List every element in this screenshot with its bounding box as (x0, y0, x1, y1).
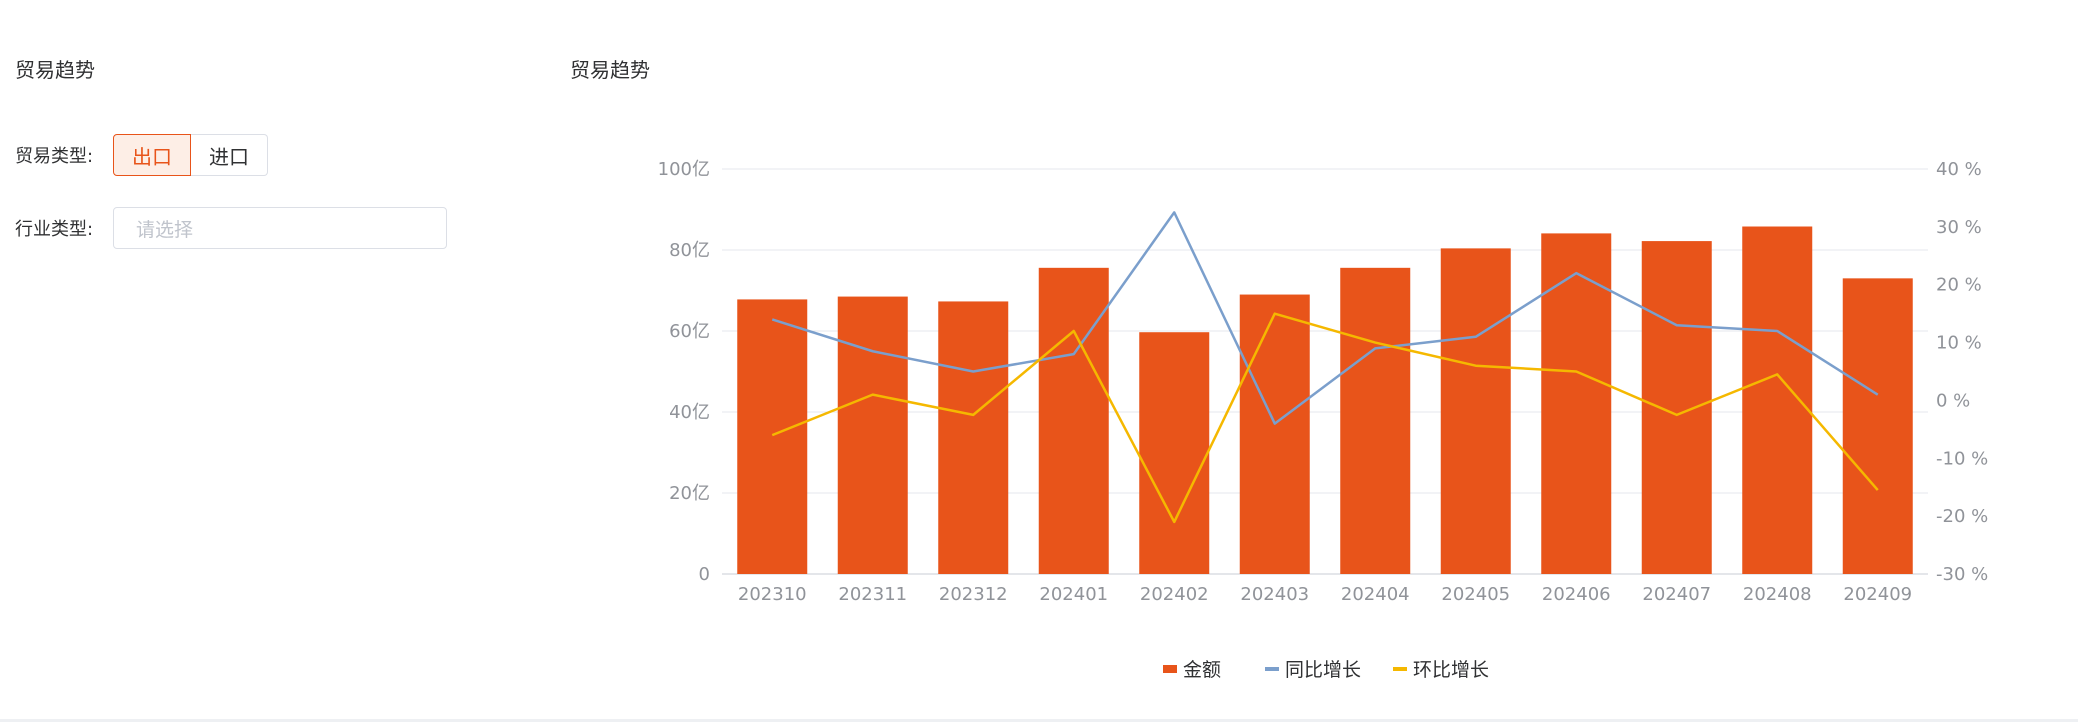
industry-filter: 行业类型: 请选择 (15, 207, 447, 249)
x-tick-label: 202406 (1542, 584, 1611, 605)
export-button[interactable]: 出口 (113, 134, 191, 176)
y-right-tick-label: -20 % (1936, 506, 1988, 527)
y-right-tick-label: 10 % (1936, 333, 1982, 354)
legend-label: 环比增长 (1413, 659, 1489, 681)
trade-type-label: 贸易类型: (15, 146, 94, 167)
bar-amount-202409 (1842, 278, 1913, 574)
bar-amount-202312 (938, 301, 1009, 574)
bar-amount-202406 (1541, 233, 1612, 574)
x-tick-label: 202403 (1240, 584, 1309, 605)
y-right-tick-label: -30 % (1936, 564, 1988, 585)
bar-amount-202310 (737, 299, 808, 574)
y-left-tick-label: 40亿 (669, 402, 710, 423)
line-yoy (771, 211, 1879, 425)
bottom-divider (0, 719, 2078, 722)
bar-amount-202405 (1440, 248, 1511, 574)
x-tick-label: 202401 (1039, 584, 1108, 605)
bar-amount-202404 (1340, 267, 1411, 574)
y-left-tick-label: 80亿 (669, 240, 710, 261)
y-left-tick-label: 60亿 (669, 321, 710, 342)
chart-title: 贸易趋势 (570, 58, 650, 82)
bar-amount-202408 (1742, 226, 1813, 574)
x-tick-label: 202408 (1743, 584, 1812, 605)
legend-swatch-amount (1163, 665, 1177, 673)
y-right-tick-label: 0 % (1936, 390, 1970, 411)
import-button[interactable]: 进口 (191, 134, 268, 176)
bar-amount-202311 (837, 296, 908, 574)
x-tick-label: 202409 (1843, 584, 1912, 605)
x-tick-label: 202405 (1441, 584, 1510, 605)
bar-amount-202401 (1038, 267, 1109, 574)
x-tick-label: 202312 (939, 584, 1008, 605)
x-tick-label: 202311 (838, 584, 907, 605)
industry-select[interactable]: 请选择 (113, 207, 447, 249)
left-panel-title: 贸易趋势 (15, 58, 95, 82)
y-left-tick-label: 100亿 (658, 159, 710, 180)
y-right-tick-label: 30 % (1936, 217, 1982, 238)
y-right-tick-label: 20 % (1936, 275, 1982, 296)
x-tick-label: 202404 (1341, 584, 1410, 605)
industry-label: 行业类型: (15, 219, 94, 240)
bar-amount-202407 (1641, 241, 1712, 574)
y-left-tick-label: 0 (699, 564, 710, 585)
y-left-tick-label: 20亿 (669, 483, 710, 504)
x-tick-label: 202402 (1140, 584, 1209, 605)
trade-type-toggle: 出口 进口 (113, 134, 268, 176)
x-tick-label: 202310 (738, 584, 807, 605)
trade-type-filter: 贸易类型: 出口 进口 (15, 134, 268, 176)
line-mom (771, 312, 1879, 524)
y-right-tick-label: -10 % (1936, 448, 1988, 469)
y-right-tick-label: 40 % (1936, 159, 1982, 180)
legend-swatch-yoy (1265, 667, 1279, 671)
x-tick-label: 202407 (1642, 584, 1711, 605)
legend-swatch-mom (1393, 667, 1407, 671)
legend-label: 同比增长 (1285, 659, 1361, 681)
bar-amount-202402 (1139, 332, 1210, 574)
legend-label: 金额 (1183, 659, 1221, 681)
bar-amount-202403 (1239, 294, 1310, 574)
